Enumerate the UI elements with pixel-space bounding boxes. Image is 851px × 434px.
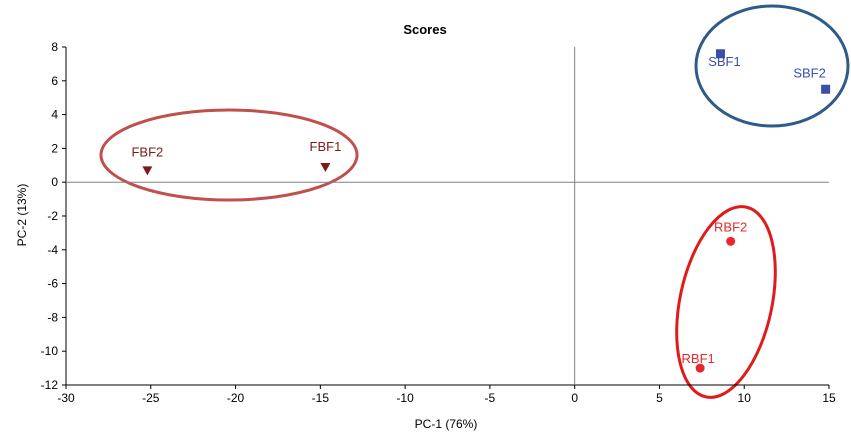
y-tick-label: 6 — [51, 74, 58, 88]
point-fbf1 — [320, 162, 331, 172]
group-ring-3 — [675, 205, 777, 399]
data-points: FBF2 FBF1 SBF1 SBF2 RBF2 RBF1 — [131, 49, 831, 373]
point-label-fbf2: FBF2 — [131, 144, 163, 159]
y-tick-label: 8 — [51, 40, 58, 54]
point-label-rbf2: RBF2 — [714, 219, 747, 234]
x-tick-label: -15 — [312, 391, 330, 405]
x-tick-label: 15 — [822, 391, 836, 405]
x-tick-label: 5 — [656, 391, 663, 405]
y-tick-label: -4 — [47, 243, 58, 257]
point-label-rbf1: RBF1 — [682, 351, 715, 366]
x-tick-label: -25 — [142, 391, 160, 405]
x-tick-label: 0 — [571, 391, 578, 405]
y-tick-label: -6 — [47, 277, 58, 291]
y-tick-label: 4 — [51, 108, 58, 122]
axes: -30 -25 -20 -15 -10 -5 0 5 10 15 8 6 4 2 0 -2 -4 -6 -8 -10 -… — [41, 40, 836, 405]
y-tick-label: 0 — [51, 175, 58, 189]
point-rbf2 — [726, 236, 736, 246]
y-axis-title: PC-2 (13%) — [15, 184, 29, 247]
y-tick-label: 2 — [51, 141, 58, 155]
group-rings — [99, 4, 850, 399]
y-tick-label: -2 — [47, 209, 58, 223]
y-tick-label: -10 — [41, 344, 59, 358]
y-tick-label: -8 — [47, 310, 58, 324]
chart-title: Scores — [403, 22, 446, 37]
group-ring-1 — [99, 108, 359, 202]
x-tick-label: -5 — [485, 391, 496, 405]
y-tick-label: -12 — [41, 378, 59, 392]
point-sbf2 — [821, 84, 831, 94]
point-rbf1 — [695, 363, 705, 373]
group-ring-2 — [694, 4, 850, 128]
point-label-fbf1: FBF1 — [310, 139, 342, 154]
x-tick-label: -30 — [57, 391, 75, 405]
point-sbf1 — [715, 49, 725, 59]
x-axis-title: PC-1 (76%) — [415, 417, 478, 431]
x-tick-label: 10 — [738, 391, 752, 405]
point-fbf2 — [142, 166, 153, 176]
x-tick-label: -20 — [227, 391, 245, 405]
point-label-sbf1: SBF1 — [708, 54, 741, 69]
x-tick-label: -10 — [396, 391, 414, 405]
point-label-sbf2: SBF2 — [793, 65, 826, 80]
